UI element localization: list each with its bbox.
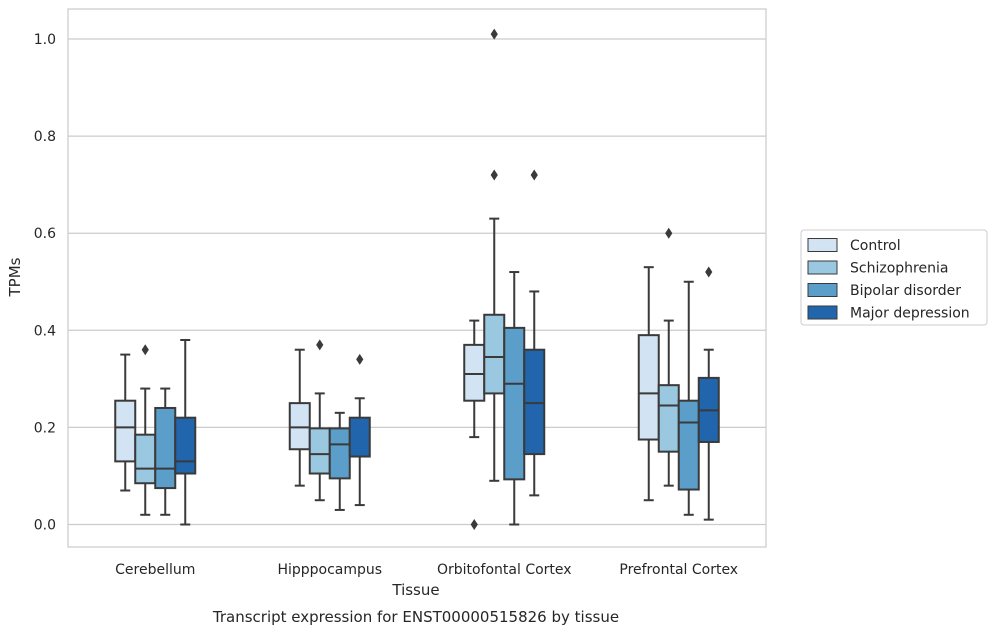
box-schizophrenia [308, 339, 331, 502]
x-tick-label: Cerebellum [115, 562, 195, 578]
x-axis-title: Tissue [391, 581, 439, 599]
legend-label: Major depression [850, 306, 970, 322]
box-iqr [503, 326, 526, 481]
box-control [463, 319, 486, 530]
legend-label: Schizophrenia [850, 261, 948, 277]
x-tick-label: Hipppocampus [277, 562, 382, 578]
outlier-point [490, 28, 498, 40]
y-tick-label: 0.2 [34, 420, 56, 436]
legend-swatch [807, 283, 838, 297]
legend-frame [800, 229, 988, 326]
legend: Control Schizophrenia Bipolar disorder Majo… [800, 229, 988, 326]
box-plot-area [114, 28, 720, 530]
outlier-point [470, 519, 478, 530]
box-iqr [637, 334, 660, 441]
box-schizophrenia [134, 344, 157, 516]
outlier-point [530, 169, 538, 181]
box-iqr [523, 348, 546, 456]
box-iqr [288, 402, 311, 451]
plot-frame [67, 8, 767, 548]
y-tick-label: 0.0 [34, 518, 56, 534]
box-bipolar-disorder [677, 280, 700, 516]
box-control [637, 266, 660, 502]
x-tick-label: Prefrontal Cortex [619, 562, 738, 578]
box-iqr [657, 384, 680, 453]
y-axis-title: TPMs [6, 257, 24, 297]
outlier-point [705, 266, 713, 278]
box-major-depression [348, 353, 371, 507]
legend-label: Bipolar disorder [850, 283, 961, 299]
y-tick-label: 1.0 [34, 32, 56, 48]
x-axis-ticks: Cerebellum Hipppocampus Orbitofontal Corte… [115, 562, 738, 578]
box-iqr [483, 313, 506, 395]
y-tick-label: 0.6 [34, 226, 56, 242]
legend-swatch [807, 238, 838, 252]
box-control [288, 348, 311, 487]
box-bipolar-disorder [154, 387, 177, 516]
y-axis-ticks: 0.0 0.2 0.4 0.6 0.8 1.0 [34, 32, 56, 534]
box-iqr [154, 406, 177, 490]
x-tick-label: Orbitofontal Cortex [437, 562, 572, 578]
y-tick-label: 0.4 [34, 323, 56, 339]
box-iqr [328, 427, 351, 480]
chart-caption: Transcript expression for ENST0000051582… [212, 608, 619, 626]
box-iqr [114, 399, 137, 463]
legend-swatch [807, 305, 838, 320]
legend-label: Control [850, 238, 901, 254]
legend-swatch [807, 260, 838, 275]
box-major-depression [697, 266, 720, 521]
outlier-point [356, 353, 364, 365]
box-major-depression [174, 339, 197, 526]
box-schizophrenia [657, 227, 680, 487]
box-bipolar-disorder [328, 411, 351, 511]
box-schizophrenia [483, 28, 506, 482]
outlier-point [316, 339, 324, 351]
box-iqr [348, 416, 371, 458]
box-iqr [308, 427, 331, 475]
outlier-point [141, 344, 149, 356]
box-iqr [677, 399, 700, 491]
box-control [114, 353, 137, 492]
box-major-depression [523, 169, 546, 497]
box-iqr [463, 343, 486, 402]
outlier-point [665, 227, 673, 239]
box-bipolar-disorder [503, 271, 526, 526]
box-iqr [134, 433, 157, 485]
outlier-point [490, 169, 498, 181]
y-tick-label: 0.8 [34, 129, 56, 145]
box-iqr [174, 416, 197, 475]
